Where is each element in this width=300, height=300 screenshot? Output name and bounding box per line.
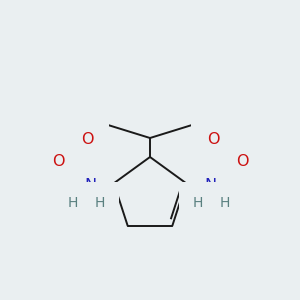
- Text: O: O: [52, 154, 64, 169]
- Text: H: H: [220, 196, 230, 210]
- Text: O: O: [81, 131, 93, 146]
- Text: O: O: [236, 154, 248, 169]
- Text: H: H: [68, 196, 78, 210]
- Text: H: H: [95, 196, 105, 210]
- Text: N: N: [204, 178, 216, 193]
- Text: N: N: [84, 178, 96, 193]
- Text: H: H: [193, 196, 203, 210]
- Text: O: O: [207, 131, 219, 146]
